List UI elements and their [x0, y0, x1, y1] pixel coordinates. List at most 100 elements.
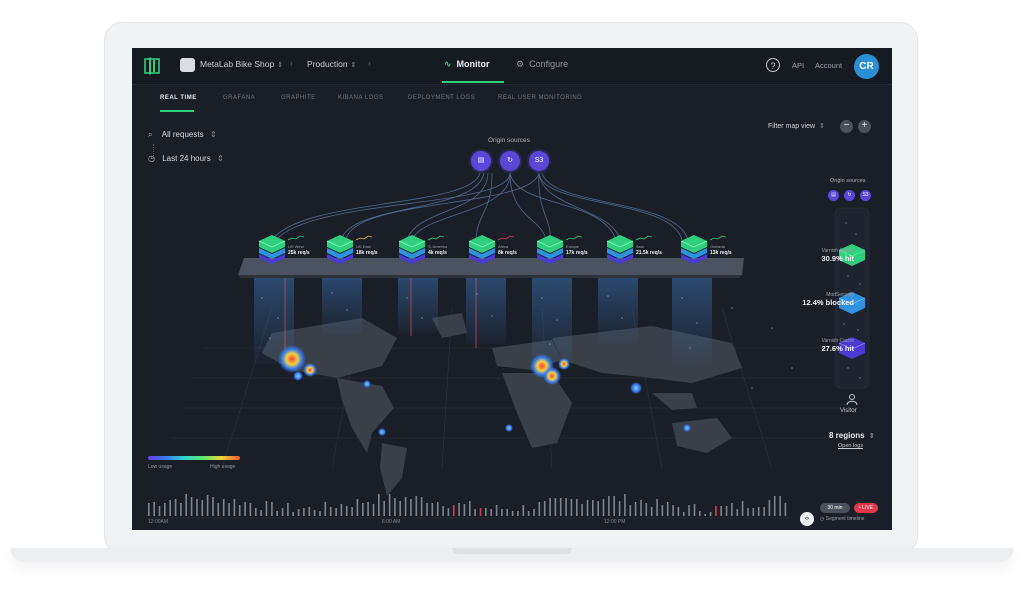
subtab-kibana-logs[interactable]: KIBANA LOGS: [338, 95, 384, 101]
visitor-label: Visitor: [840, 408, 857, 414]
subtab-real-time[interactable]: REAL TIME: [160, 95, 197, 101]
right-origin-database-icon[interactable]: ▤: [828, 190, 839, 201]
traffic-timeline[interactable]: [132, 48, 892, 530]
timeline-bar: [238, 505, 241, 516]
timeline-bar: [388, 494, 391, 516]
segment-timeline-toggle[interactable]: ◷ Segment timeline: [820, 516, 864, 522]
timeline-bar: [527, 511, 530, 516]
timeline-bar: [463, 504, 466, 516]
traffic-map-visualization: [148, 172, 870, 519]
origin-sources-title: Origin sources: [488, 137, 530, 144]
server-stack-icon: [536, 235, 564, 264]
api-link[interactable]: API: [792, 61, 805, 70]
search-icon: ⌕: [148, 130, 153, 139]
varnish-cache-edge-stat: Varnish Cache 30.9% hit: [821, 248, 854, 263]
right-origin-refresh-icon[interactable]: ↻: [844, 190, 855, 201]
pop-item[interactable]: Africa 8k req/s: [468, 234, 528, 264]
heat-spots: [278, 345, 691, 436]
timeline-bar: [709, 512, 712, 516]
timeline-bar: [640, 500, 642, 516]
filter-map-view[interactable]: Filter map view ⇕: [768, 122, 825, 130]
pop-rate: 8k req/s: [498, 250, 517, 256]
environment-selector[interactable]: Production ⇕: [307, 59, 357, 69]
origin-refresh-icon[interactable]: ↻: [500, 151, 520, 171]
pop-item[interactable]: Europe 17k req/s: [536, 234, 596, 264]
code-toggle-button[interactable]: ‹›: [800, 512, 814, 526]
app-logo-icon[interactable]: [144, 57, 160, 75]
timeline-bar: [217, 503, 220, 516]
tab-configure[interactable]: ⚙ Configure: [516, 59, 568, 70]
shop-avatar-icon: [180, 58, 195, 72]
pop-item[interactable]: US East 18k req/s: [326, 234, 386, 264]
pop-name: Europe: [566, 244, 579, 249]
sparkline-icon: [356, 235, 372, 241]
timeline-bar: [148, 503, 150, 516]
timeline-bar: [436, 502, 439, 516]
right-origin-s3-node[interactable]: S3: [860, 190, 871, 201]
subtab-deployment-logs[interactable]: DEPLOYMENT LOGS: [408, 95, 476, 101]
timeline-bar: [394, 498, 396, 516]
subtab-real-user-monitoring[interactable]: REAL USER MONITORING: [498, 95, 583, 101]
timeline-bar: [271, 502, 273, 516]
pop-rate: 18k req/s: [356, 250, 378, 256]
live-badge[interactable]: • LIVE: [854, 503, 878, 513]
subtab-graphite[interactable]: GRAPHITE: [281, 95, 316, 101]
user-avatar[interactable]: CR: [854, 54, 879, 79]
timeline-label-mid: 6:00 AM: [382, 519, 401, 525]
timeline-bar: [495, 505, 498, 516]
pop-item[interactable]: S. America 4k req/s: [398, 234, 458, 264]
timeline-bar: [303, 508, 305, 516]
timeline-bar: [340, 504, 343, 516]
chevron-updown-icon: ⇕: [868, 433, 875, 440]
tab-monitor-label: Monitor: [456, 59, 490, 69]
timeline-bar: [517, 511, 519, 516]
cache-column: [834, 207, 870, 389]
timeline-bar: [634, 502, 637, 516]
timeline-bar: [677, 507, 680, 516]
account-link[interactable]: Account: [815, 61, 843, 70]
pop-item[interactable]: US West 25k req/s: [258, 234, 318, 264]
pop-item[interactable]: Asia 21.5k req/s: [606, 234, 666, 264]
subtab-grafana[interactable]: GRAFANA: [223, 95, 256, 101]
timeline-bar: [249, 503, 252, 516]
help-icon[interactable]: ?: [766, 58, 780, 72]
timeline-bar: [501, 509, 503, 516]
timeline-bar: [538, 502, 541, 516]
tab-monitor[interactable]: ∿ Monitor: [444, 59, 490, 70]
zoom-in-button[interactable]: +: [858, 120, 871, 133]
open-logs-link[interactable]: Open logs: [838, 443, 864, 449]
timeline-bar: [228, 503, 230, 516]
timeline-bar: [196, 499, 198, 516]
zoom-out-button[interactable]: −: [840, 120, 853, 133]
tab-configure-label: Configure: [529, 59, 569, 69]
timeline-bar: [164, 503, 166, 516]
timeline-bar: [222, 499, 225, 516]
timeline-bar: [281, 508, 284, 516]
timeline-bar: [297, 509, 300, 516]
shop-name: MetaLab Bike Shop: [200, 59, 275, 69]
timeline-bar: [485, 508, 487, 516]
timeline-bar: [190, 497, 193, 516]
server-stack-icon: [468, 235, 496, 264]
visitor-icon: [846, 394, 858, 406]
timeline-bar: [602, 499, 605, 516]
timeline-bar: [415, 496, 418, 516]
origin-database-icon[interactable]: ▤: [471, 151, 491, 171]
timeline-bar: [592, 500, 594, 516]
sparkline-icon: [566, 235, 582, 241]
stat-value: 30.9% hit: [821, 254, 854, 263]
timeline-bar: [185, 494, 187, 516]
time-range-filter[interactable]: ◷ Last 24 hours ⇕: [148, 154, 224, 163]
origin-s3-node[interactable]: S3: [529, 151, 549, 171]
timeline-label-start: 12:00AM: [148, 519, 169, 525]
regions-selector[interactable]: 8 regions ⇕: [829, 431, 875, 440]
gear-icon: ⚙: [516, 59, 525, 69]
shop-selector[interactable]: MetaLab Bike Shop ⇕: [200, 59, 283, 69]
timeline-bar: [773, 496, 776, 516]
requests-filter[interactable]: ⌕ All requests ⇕: [148, 130, 217, 140]
timeline-bar: [367, 502, 369, 516]
timeline-bar: [683, 512, 685, 516]
timeline-bar: [378, 494, 380, 516]
interval-selector[interactable]: 30 min: [820, 503, 850, 513]
pop-item[interactable]: Oceania 13k req/s: [680, 234, 740, 264]
